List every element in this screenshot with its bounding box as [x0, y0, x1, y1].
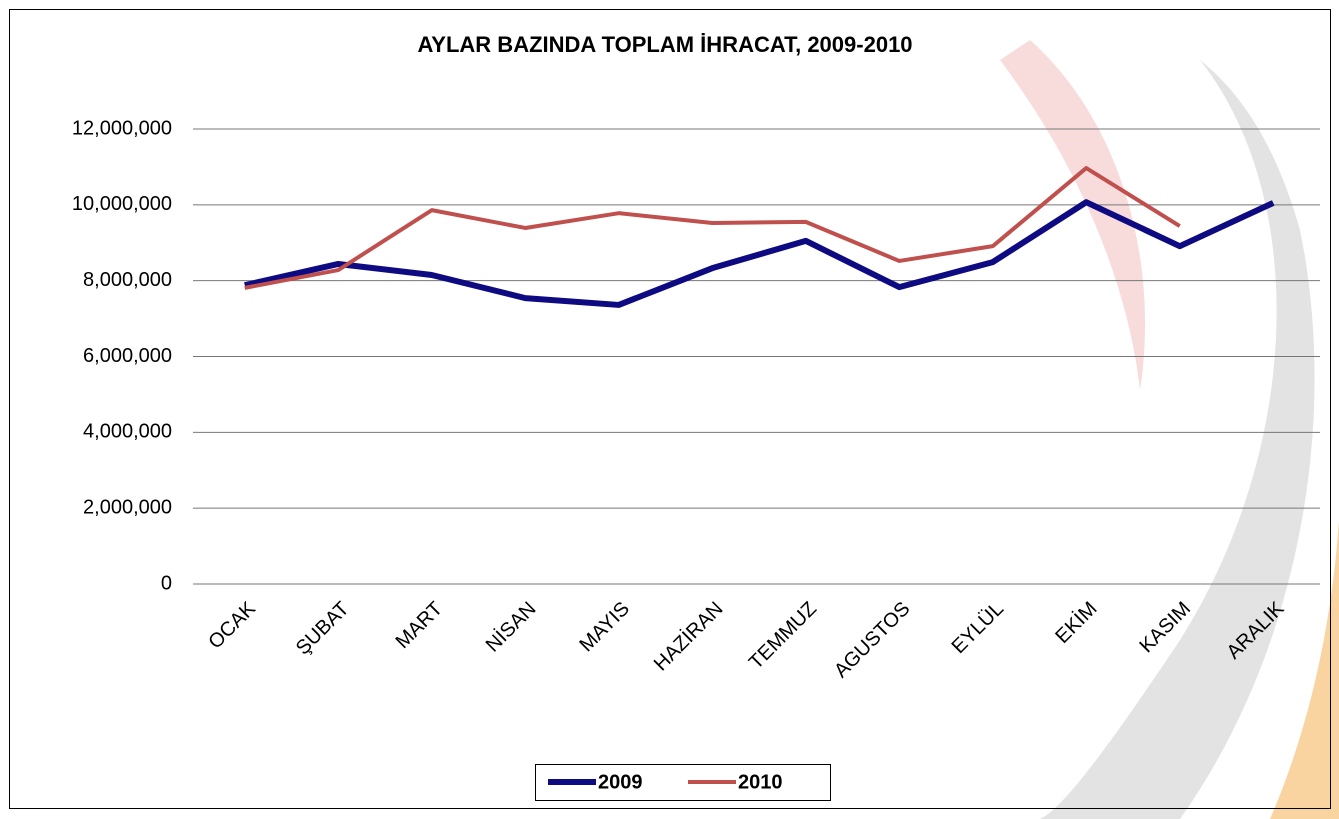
y-tick-label: 4,000,000 [83, 421, 172, 443]
chart-title: AYLAR BAZINDA TOPLAM İHRACAT, 2009-2010 [417, 32, 912, 57]
y-tick-label: 6,000,000 [83, 345, 172, 367]
x-tick-label: OCAK [204, 597, 260, 653]
y-tick-label: 10,000,000 [72, 193, 172, 215]
x-tick-label: NİSAN [481, 597, 540, 656]
chart-border [9, 9, 1331, 809]
y-tick-label: 8,000,000 [83, 269, 172, 291]
x-tick-label: MART [392, 598, 447, 653]
x-tick-label: TEMMUZ [745, 598, 821, 674]
x-tick-label: EYLÜL [948, 598, 1008, 658]
x-tick-label: EKİM [1051, 597, 1102, 648]
y-tick-label: 2,000,000 [83, 496, 172, 518]
y-tick-label: 0 [161, 572, 172, 594]
x-tick-label: MAYIS [575, 598, 634, 657]
series-line [244, 199, 1275, 308]
legend-label: 2009 [598, 771, 643, 793]
series-line [244, 166, 1181, 290]
x-tick-label: AGUSTOS [830, 598, 914, 682]
y-tick-label: 12,000,000 [72, 117, 172, 139]
x-tick-label: ŞUBAT [292, 598, 354, 660]
legend-label: 2010 [738, 771, 783, 793]
x-tick-label: HAZİRAN [649, 597, 727, 675]
background-decoration [1000, 40, 1339, 819]
